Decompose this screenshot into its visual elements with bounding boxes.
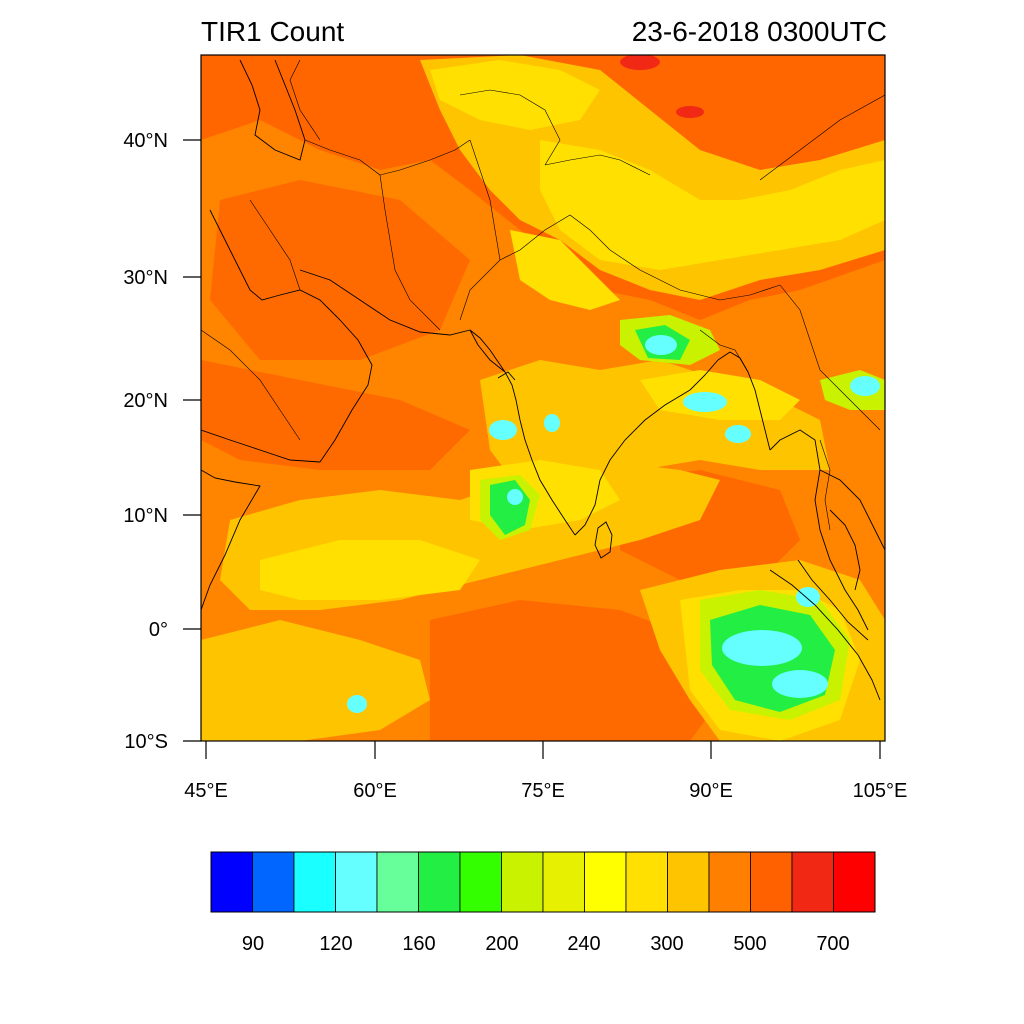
colorbar-swatch: [584, 851, 627, 913]
colorbar-swatch: [791, 851, 834, 913]
cloud-yellow-band-sw: [260, 540, 480, 600]
coast-indian-west: [469, 329, 576, 536]
border-8: [779, 284, 881, 431]
coast-indochina: [819, 469, 885, 551]
border-3: [459, 139, 501, 321]
borders: [201, 59, 885, 531]
border-9: [699, 329, 749, 373]
lon-labels: 45°E 60°E 75°E 90°E 105°E: [184, 780, 907, 802]
cloud-core-3: [645, 335, 677, 355]
border-2: [379, 174, 441, 331]
border-7: [459, 89, 561, 166]
warm-spot-1: [620, 55, 660, 70]
border-11: [201, 329, 301, 441]
cloud-yellow-northwest: [430, 60, 600, 130]
cloud-core-6: [850, 376, 880, 396]
colorbar-swatch: [293, 851, 336, 913]
coast-oman: [319, 319, 373, 463]
coast-arabia-south: [201, 429, 321, 463]
field-orange-gulf: [210, 180, 470, 360]
colorbar-label: 200: [485, 933, 518, 955]
border-13: [759, 94, 885, 181]
colorbar-swatch: [542, 851, 585, 913]
lat-label: 20°N: [123, 390, 168, 412]
colorbar-swatch: [376, 851, 419, 913]
colorbar-swatch: [750, 851, 793, 913]
colorbar-frame: [210, 851, 876, 913]
coast-myanmar: [769, 429, 869, 631]
coastlines: [201, 59, 885, 701]
colorbar-swatch: [625, 851, 668, 913]
map-title: TIR1 Count: [201, 16, 345, 47]
border-6: [544, 154, 651, 176]
lon-label: 45°E: [184, 780, 228, 802]
cloud-core-11: [507, 489, 523, 505]
cloud-core-2: [544, 414, 560, 432]
colorbar-swatch: [833, 851, 876, 913]
colorbar-label: 500: [733, 933, 766, 955]
coast-malaysia: [797, 559, 869, 641]
cloud-yellow-himalaya: [510, 230, 620, 310]
colorbar-swatch: [210, 851, 253, 913]
coast-sumatra: [769, 569, 881, 701]
lon-label: 90°E: [689, 780, 733, 802]
coast-africa-horn: [201, 469, 261, 611]
warm-spot-2: [676, 106, 704, 118]
colorbar-swatch: [252, 851, 295, 913]
coast-indian-east: [574, 359, 719, 536]
border-1: [304, 139, 471, 176]
colorbar-label: 120: [319, 933, 352, 955]
lat-label: 0°: [149, 619, 168, 641]
colorbar-label: 160: [402, 933, 435, 955]
map-field: [201, 55, 885, 741]
colorbar-swatch: [335, 851, 378, 913]
lon-label: 105°E: [853, 780, 908, 802]
coast-gulf: [209, 209, 341, 321]
border-12: [289, 59, 321, 141]
lat-label: 10°S: [124, 731, 168, 753]
border-5: [609, 249, 781, 301]
lon-label: 60°E: [353, 780, 397, 802]
lat-label: 30°N: [123, 267, 168, 289]
colorbar-swatch: [459, 851, 502, 913]
cloud-band-equator: [201, 620, 430, 741]
field-orange-arabia: [201, 360, 470, 470]
colorbar-swatch: [418, 851, 461, 913]
lat-ticks: [183, 139, 201, 742]
colorbar-swatch: [501, 851, 544, 913]
lat-label: 10°N: [123, 505, 168, 527]
colorbar-label: 300: [650, 933, 683, 955]
cloud-core-7: [722, 630, 802, 666]
lat-label: 40°N: [123, 130, 168, 152]
lon-label: 75°E: [521, 780, 565, 802]
cloud-yellow-tibet: [540, 140, 885, 270]
coast-bangladesh: [717, 351, 771, 451]
colorbar-swatch: [708, 851, 751, 913]
colorbar-label: 240: [567, 933, 600, 955]
field-orange-south: [430, 600, 720, 741]
coast-iran: [299, 269, 471, 336]
coast-srilanka: [594, 521, 613, 559]
coast-caspian: [239, 59, 306, 161]
colorbar-swatch: [667, 851, 710, 913]
lat-labels: 40°N 30°N 20°N 10°N 0° 10°S: [123, 130, 168, 753]
map-datetime: 23-6-2018 0300UTC: [631, 16, 887, 47]
border-14: [819, 439, 831, 531]
colorbar-label: 700: [816, 933, 849, 955]
cloud-core-1: [489, 420, 517, 440]
border-4: [499, 214, 611, 261]
lon-ticks: [205, 741, 881, 759]
border-10: [249, 199, 301, 291]
colorbar: [210, 851, 876, 913]
coast-thailand-gulf: [829, 509, 861, 591]
cloud-core-9: [796, 587, 820, 607]
cloud-core-10: [347, 695, 367, 713]
coast-gujarat: [469, 329, 516, 381]
cloud-core-8: [772, 670, 828, 698]
colorbar-labels: 90 120 160 200 240 300 500 700: [242, 933, 850, 955]
cloud-core-5: [725, 425, 751, 443]
cloud-core-4: [683, 392, 727, 412]
colorbar-label: 90: [242, 933, 264, 955]
